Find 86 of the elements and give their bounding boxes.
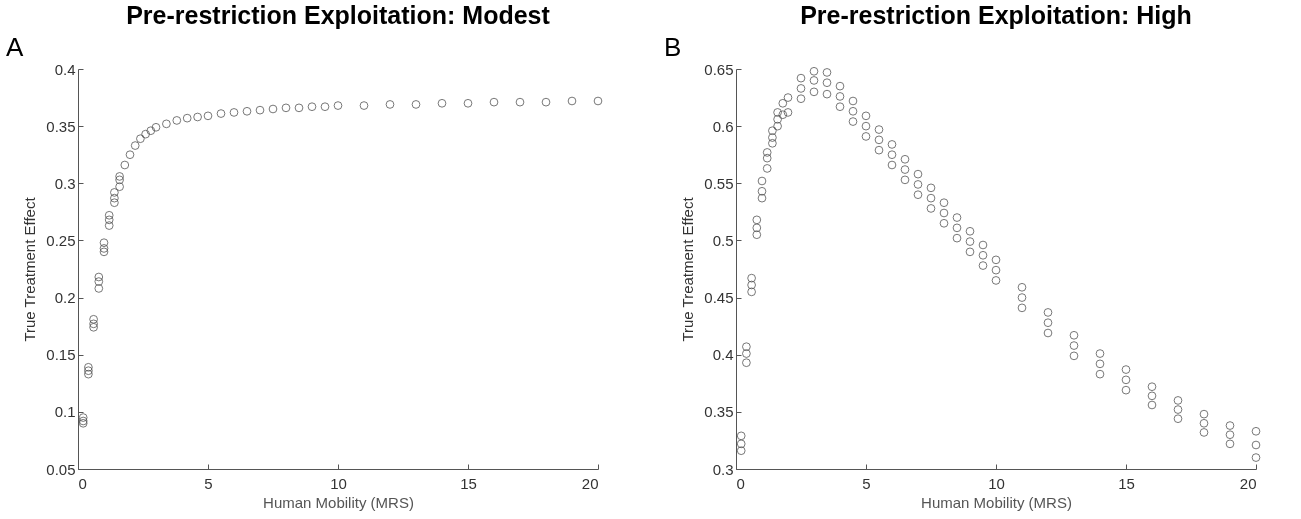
point bbox=[320, 102, 330, 111]
point bbox=[229, 108, 239, 117]
y-tick-label: 0.55 bbox=[704, 174, 734, 192]
point bbox=[151, 123, 161, 132]
point bbox=[99, 244, 109, 253]
point bbox=[115, 175, 124, 185]
point bbox=[110, 193, 119, 203]
point bbox=[130, 141, 140, 150]
y-tick-label: 0.45 bbox=[704, 289, 734, 307]
point bbox=[94, 284, 104, 293]
point bbox=[242, 107, 252, 116]
x-tick-label: 20 bbox=[1239, 474, 1257, 492]
x-tick-label: 5 bbox=[204, 474, 213, 492]
point bbox=[94, 277, 104, 286]
y-tick-label: 0.35 bbox=[46, 117, 76, 135]
chart-title: Pre-restriction Exploitation: High bbox=[800, 1, 1192, 29]
point bbox=[104, 211, 114, 220]
point bbox=[89, 319, 98, 329]
point bbox=[115, 182, 124, 191]
y-tick-label: 0.1 bbox=[54, 403, 76, 421]
y-axis-title: True Treatment Effect bbox=[21, 196, 39, 342]
point bbox=[333, 101, 343, 110]
point bbox=[110, 198, 119, 207]
point bbox=[437, 99, 447, 108]
point bbox=[193, 112, 202, 122]
x-tick-label: 0 bbox=[78, 474, 87, 492]
point bbox=[89, 323, 98, 332]
y-tick-label: 0.05 bbox=[46, 460, 76, 478]
point bbox=[99, 247, 109, 257]
x-axis-title: Human Mobility (MRS) bbox=[921, 493, 1072, 511]
point bbox=[593, 96, 603, 106]
point bbox=[567, 96, 577, 106]
text: A bbox=[6, 32, 24, 62]
y-tick-label: 0.2 bbox=[54, 289, 76, 307]
y-tick-label: 0.65 bbox=[704, 60, 734, 78]
y-tick-label: 0.6 bbox=[712, 117, 734, 135]
y-axis-title: True Treatment Effect bbox=[679, 196, 697, 342]
point bbox=[489, 97, 499, 107]
point bbox=[125, 150, 135, 159]
x-tick-label: 15 bbox=[1118, 474, 1135, 492]
x-axis-title: Human Mobility (MRS) bbox=[263, 493, 414, 511]
point bbox=[110, 188, 119, 197]
point bbox=[141, 129, 150, 139]
y-tick-label: 0.35 bbox=[704, 403, 734, 421]
point bbox=[172, 116, 182, 125]
y-tick-label: 0.3 bbox=[712, 460, 734, 478]
point bbox=[162, 119, 171, 129]
point bbox=[515, 97, 525, 107]
point bbox=[89, 315, 98, 324]
x-tick-label: 15 bbox=[460, 474, 477, 492]
point bbox=[146, 126, 156, 135]
x-tick-label: 20 bbox=[581, 474, 599, 492]
point bbox=[216, 109, 226, 118]
point bbox=[307, 102, 317, 111]
y-tick-label: 0.5 bbox=[712, 231, 734, 249]
point bbox=[78, 413, 88, 422]
y-tick-label: 0.4 bbox=[54, 60, 76, 78]
chart-title: Pre-restriction Exploitation: Modest bbox=[126, 1, 551, 29]
point bbox=[104, 215, 114, 225]
point bbox=[541, 97, 551, 107]
point bbox=[136, 134, 145, 143]
y-tick-label: 0.25 bbox=[46, 231, 76, 249]
point bbox=[182, 113, 192, 123]
y-tick-label: 0.15 bbox=[46, 346, 76, 364]
x-tick-label: 10 bbox=[330, 474, 347, 492]
y-tick-label: 0.4 bbox=[712, 346, 734, 364]
x-tick-label: 0 bbox=[736, 474, 745, 492]
point bbox=[411, 100, 421, 109]
point bbox=[99, 238, 109, 247]
point bbox=[84, 369, 93, 379]
point bbox=[203, 111, 213, 121]
point bbox=[268, 104, 278, 114]
point bbox=[115, 172, 124, 181]
point bbox=[281, 103, 291, 113]
point bbox=[120, 160, 130, 170]
y-tick-label: 0.3 bbox=[54, 174, 76, 192]
point bbox=[463, 99, 473, 108]
point bbox=[94, 272, 104, 282]
point bbox=[104, 221, 114, 230]
point bbox=[359, 101, 369, 110]
point bbox=[294, 103, 304, 113]
x-tick-label: 5 bbox=[862, 474, 871, 492]
text: B bbox=[664, 32, 682, 62]
x-tick-label: 10 bbox=[988, 474, 1005, 492]
point bbox=[255, 105, 265, 115]
point bbox=[385, 100, 395, 109]
